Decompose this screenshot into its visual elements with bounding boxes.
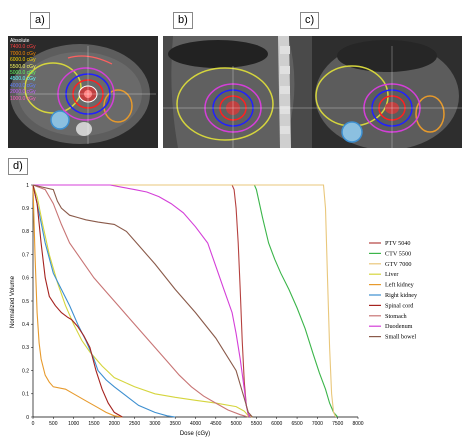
x-tick-label: 1000 xyxy=(68,421,79,427)
panel-label-a: a) xyxy=(30,12,50,29)
dose-line-0: 7400.0 cGy xyxy=(10,44,36,51)
y-tick-label: 0.1 xyxy=(22,392,29,398)
panel-label-d: d) xyxy=(8,158,28,175)
x-tick-label: 1500 xyxy=(88,421,99,427)
x-tick-label: 2500 xyxy=(129,421,140,427)
legend-label-duodenum: Duodenum xyxy=(385,323,413,330)
ct-sagittal-image xyxy=(163,36,313,148)
dose-line-2: 6000.0 cGy xyxy=(10,57,36,64)
ct-axial-image xyxy=(10,44,156,144)
y-tick-label: 0.5 xyxy=(22,299,29,305)
dose-line-7: 2000.0 cGy xyxy=(10,89,36,96)
y-tick-label: 0.6 xyxy=(22,276,29,282)
curve-left-kidney xyxy=(32,184,123,418)
curve-gtv xyxy=(33,184,337,418)
y-tick-label: 0.9 xyxy=(22,206,29,212)
curve-ctv xyxy=(33,184,339,418)
dose-overlay-heading: Absolute xyxy=(10,38,30,44)
curve-liver xyxy=(32,184,253,418)
legend-label-ptv: PTV 5040 xyxy=(385,240,411,247)
x-tick-label: 6500 xyxy=(292,421,303,427)
panel-label-b: b) xyxy=(173,12,193,29)
dose-line-1: 7000.0 cGy xyxy=(10,50,36,57)
legend-label-gtv: GTV 7000 xyxy=(385,261,412,268)
dose-line-5: 4500.0 cGy xyxy=(10,76,36,83)
y-tick-label: 0.2 xyxy=(22,368,29,374)
ct-coronal-image xyxy=(312,40,462,148)
x-tick-label: 2000 xyxy=(109,421,120,427)
y-tick-label: 0.3 xyxy=(22,345,29,351)
x-tick-label: 3000 xyxy=(149,421,160,427)
curve-duodenum xyxy=(33,184,251,418)
legend-label-small-bowel: Small bowel xyxy=(385,334,416,341)
x-tick-label: 4500 xyxy=(210,421,221,427)
dose-line-8: 1000.0 cGy xyxy=(10,95,36,102)
chart-curves xyxy=(32,184,339,418)
chart-axes: 0 500 1000 1500 2000 2500 3000 3500 4000 4500 5000… xyxy=(22,183,364,427)
x-tick-label: 4000 xyxy=(190,421,201,427)
ct-panel-axial: Absolute 7400.0 cGy 7000.0 cGy 6000.0 cG… xyxy=(8,36,158,148)
curve-small-bowel xyxy=(32,184,253,418)
x-tick-label: 7500 xyxy=(332,421,343,427)
x-tick-label: 8000 xyxy=(352,421,363,427)
ct-panel-sagittal xyxy=(163,36,313,148)
curve-ptv xyxy=(33,184,253,418)
legend-label-liver: Liver xyxy=(385,271,398,278)
legend-label-stomach: Stomach xyxy=(385,313,408,320)
curve-spinal-cord xyxy=(32,184,123,418)
legend-label-right-kidney: Right kidney xyxy=(385,292,418,299)
y-tick-label: 1 xyxy=(26,183,29,189)
panel-label-c: c) xyxy=(300,12,320,29)
curve-stomach xyxy=(32,184,249,418)
x-tick-label: 5500 xyxy=(251,421,262,427)
x-tick-label: 500 xyxy=(49,421,58,427)
dose-line-3: 5500.0 cGy xyxy=(10,63,36,70)
legend-label-spinal-cord: Spinal cord xyxy=(385,302,414,309)
legend-label-ctv: CTV 5500 xyxy=(385,250,411,257)
y-tick-label: 0.7 xyxy=(22,252,29,258)
dose-line-6: 4000.0 cGy xyxy=(10,82,36,89)
x-tick-label: 6000 xyxy=(271,421,282,427)
dose-overlay-legend: Absolute 7400.0 cGy 7000.0 cGy 6000.0 cG… xyxy=(10,38,36,102)
x-tick-label: 5000 xyxy=(231,421,242,427)
ct-panel-coronal xyxy=(312,36,462,148)
dose-line-4: 5000.0 cGy xyxy=(10,70,36,77)
y-axis-label: Normalized Volume xyxy=(10,275,16,328)
x-tick-label: 0 xyxy=(32,421,35,427)
x-axis-label: Dose (cGy) xyxy=(180,431,210,437)
x-tick-label: 7000 xyxy=(312,421,323,427)
x-tick-label: 3500 xyxy=(170,421,181,427)
legend-label-left-kidney: Left kidney xyxy=(385,282,415,289)
y-tick-label: 0.8 xyxy=(22,229,29,235)
y-tick-label: 0 xyxy=(26,415,29,421)
chart-legend: PTV 5040 CTV 5500 GTV 7000 Liver Left kidney… xyxy=(369,240,418,341)
curve-right-kidney xyxy=(32,184,176,418)
y-tick-label: 0.4 xyxy=(22,322,29,328)
